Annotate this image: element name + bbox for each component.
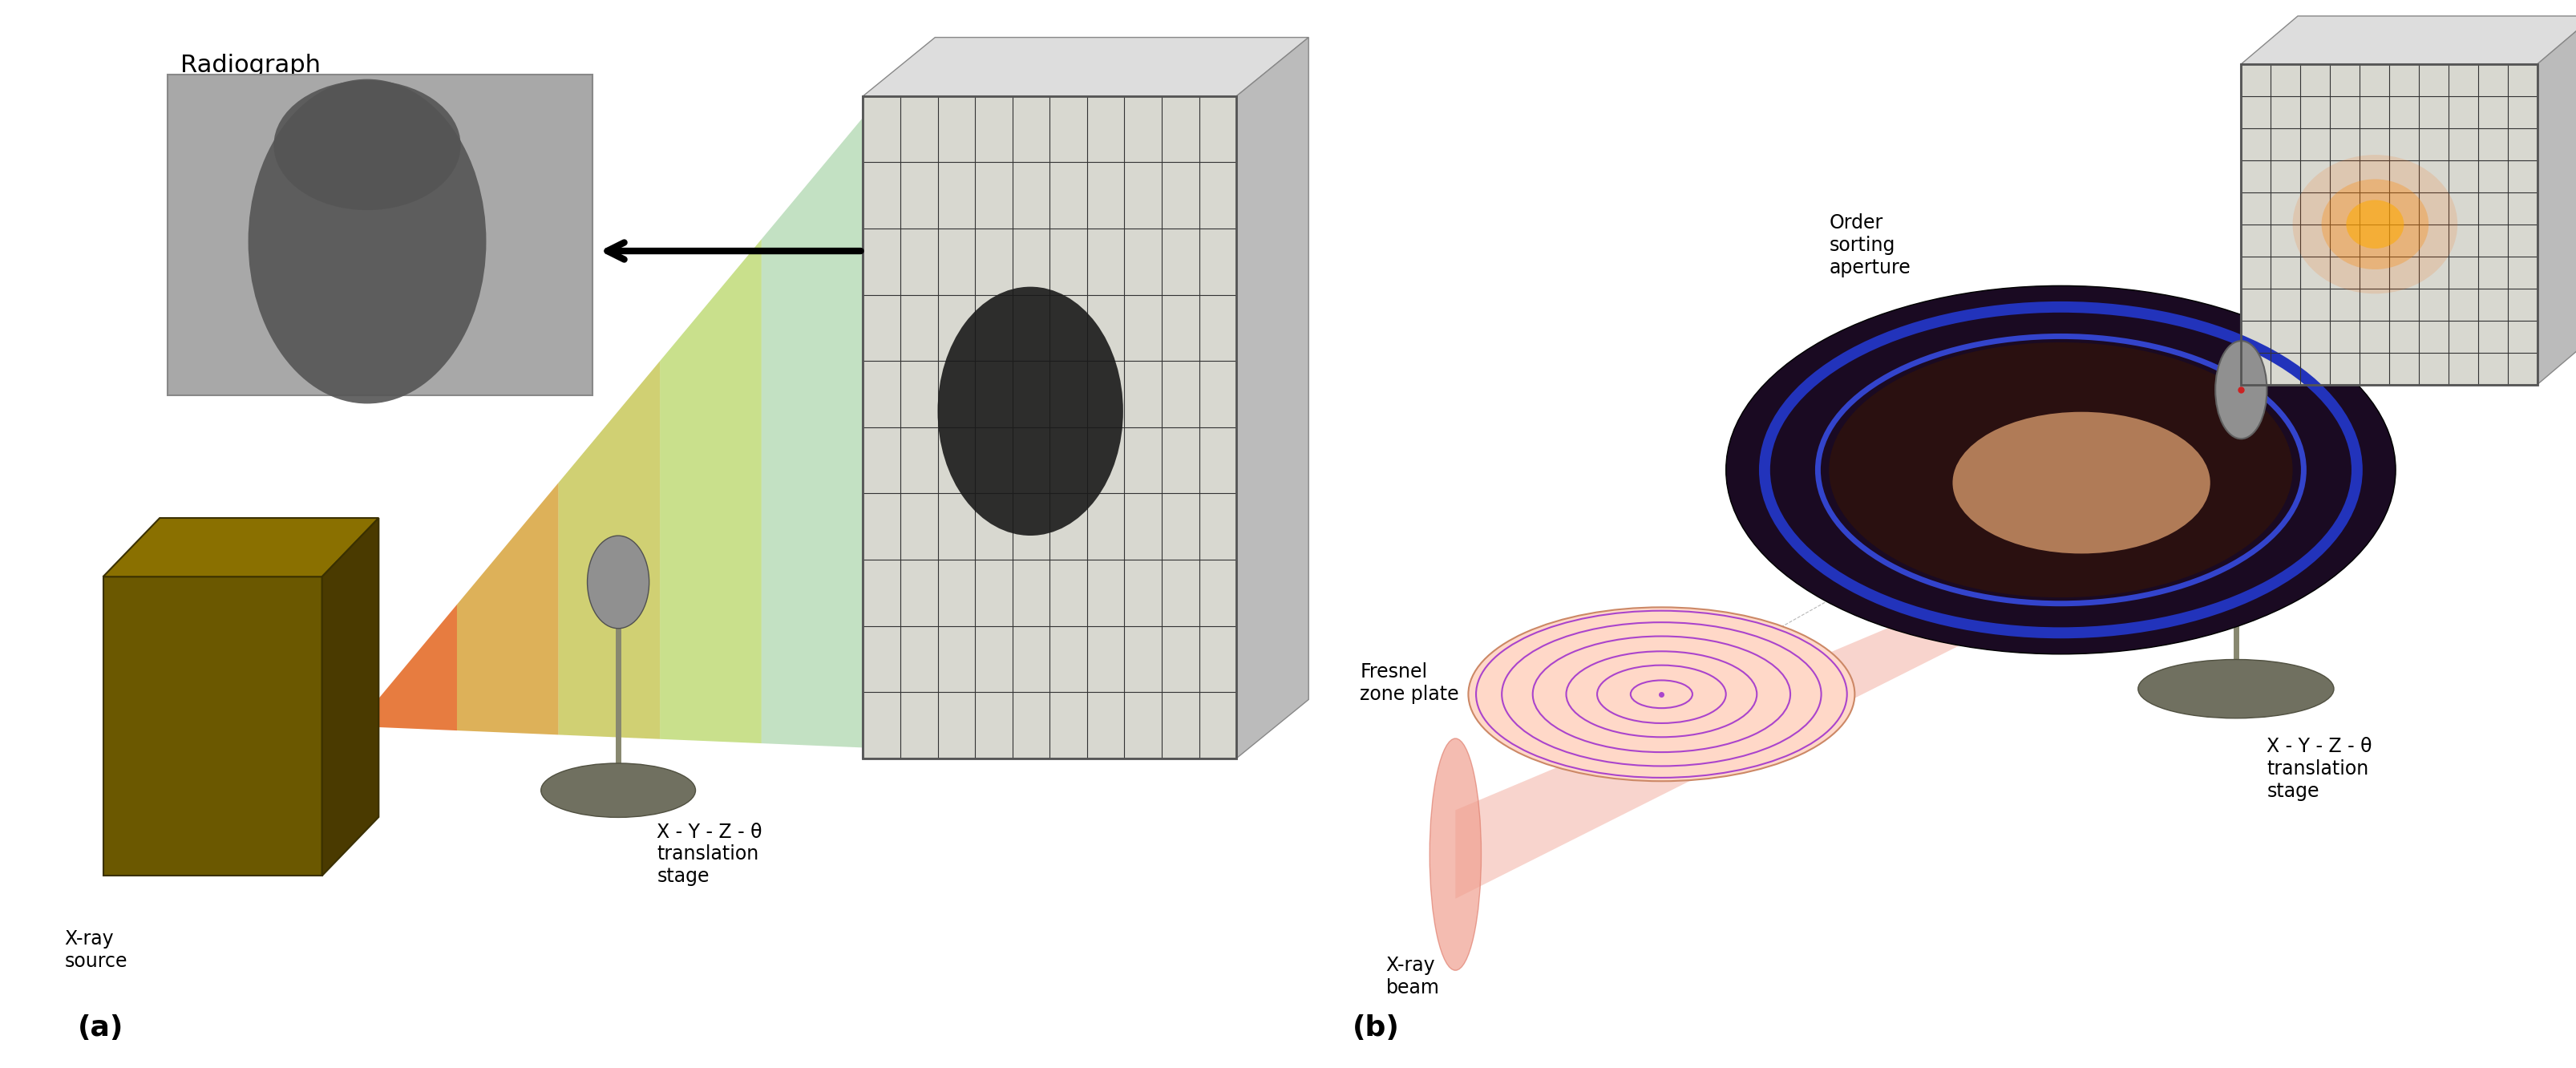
Ellipse shape <box>2138 660 2334 718</box>
Ellipse shape <box>1953 412 2210 553</box>
Polygon shape <box>1236 37 1309 758</box>
Polygon shape <box>2241 16 2576 64</box>
Ellipse shape <box>1829 343 2293 597</box>
Bar <box>2241 64 2537 384</box>
Polygon shape <box>456 483 559 735</box>
Polygon shape <box>762 117 863 748</box>
Bar <box>863 96 1236 758</box>
Polygon shape <box>103 577 322 876</box>
Text: (a): (a) <box>77 1015 124 1042</box>
Ellipse shape <box>587 536 649 628</box>
Text: Radiograph: Radiograph <box>180 53 319 77</box>
Polygon shape <box>863 37 1309 96</box>
Text: Fresnel
zone plate: Fresnel zone plate <box>1360 662 1458 704</box>
Bar <box>2241 64 2537 384</box>
Text: Detector: Detector <box>2303 34 2411 58</box>
Polygon shape <box>2537 16 2576 384</box>
Polygon shape <box>355 604 456 731</box>
Bar <box>863 96 1236 758</box>
Text: Order
sorting
aperture: Order sorting aperture <box>1829 214 1911 278</box>
Text: X - Y - Z - θ
translation
stage: X - Y - Z - θ translation stage <box>2267 737 2372 801</box>
Polygon shape <box>559 361 659 739</box>
Ellipse shape <box>2215 341 2267 439</box>
Ellipse shape <box>247 79 487 404</box>
Ellipse shape <box>2321 179 2429 269</box>
Polygon shape <box>103 518 379 577</box>
Polygon shape <box>1455 571 2022 898</box>
Polygon shape <box>2241 210 2432 390</box>
Ellipse shape <box>1430 738 1481 971</box>
Text: X - Y - Z - θ
translation
stage: X - Y - Z - θ translation stage <box>657 822 762 886</box>
Bar <box>167 75 592 395</box>
Polygon shape <box>322 518 379 876</box>
Ellipse shape <box>938 286 1123 536</box>
Ellipse shape <box>541 764 696 817</box>
Ellipse shape <box>2293 155 2458 294</box>
Text: X-ray
source: X-ray source <box>64 929 126 971</box>
Ellipse shape <box>2347 200 2403 249</box>
Ellipse shape <box>1468 608 1855 781</box>
Text: X-ray
beam: X-ray beam <box>1386 956 1440 998</box>
Ellipse shape <box>273 80 461 210</box>
Text: (b): (b) <box>1352 1015 1399 1042</box>
Ellipse shape <box>1726 286 2396 654</box>
Polygon shape <box>659 239 762 743</box>
Text: Detector: Detector <box>925 59 1033 82</box>
